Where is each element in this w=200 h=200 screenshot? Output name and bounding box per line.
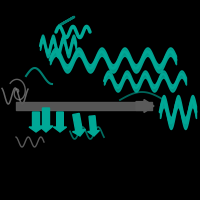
FancyArrow shape [39,108,53,132]
FancyArrow shape [53,112,67,132]
FancyArrow shape [29,112,43,132]
FancyArrow shape [73,113,85,136]
FancyArrow shape [136,100,154,112]
FancyArrow shape [88,116,99,136]
